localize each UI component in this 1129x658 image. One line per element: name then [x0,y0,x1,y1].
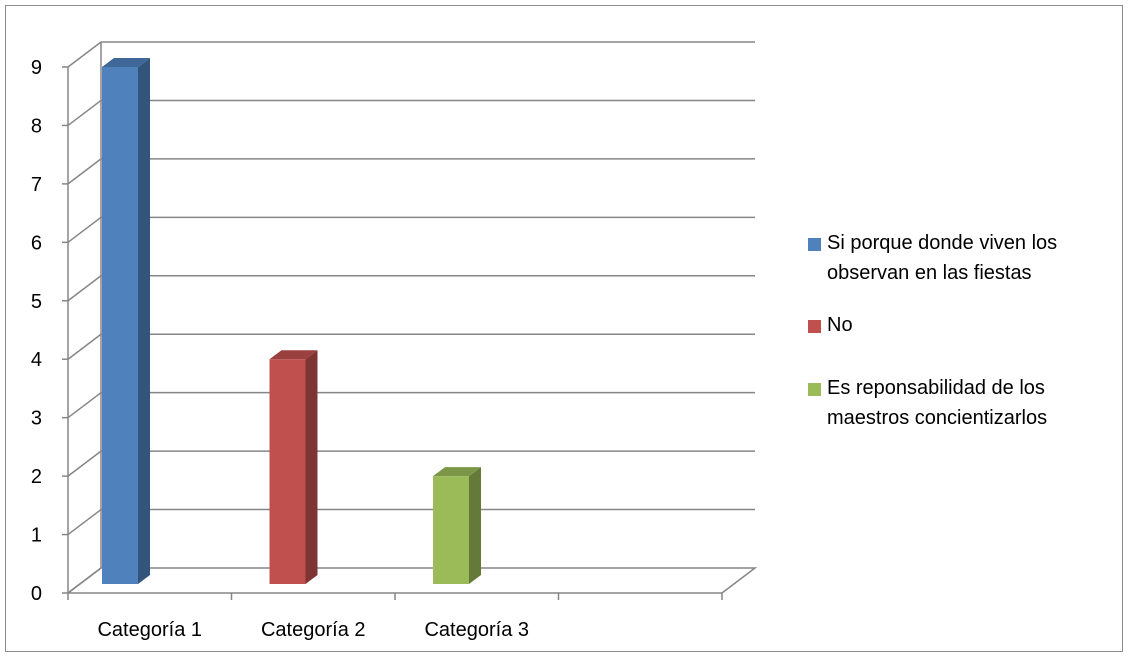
y-tick-label: 8 [31,115,42,137]
legend-label-series-1: Si porque donde viven los observan en la… [827,232,1058,284]
y-tick-label: 0 [31,583,42,605]
side-gridline [67,333,102,360]
bar-side [469,467,481,584]
bar-2 [269,350,318,584]
legend-swatch-series-3 [808,383,821,396]
floor-outline [67,567,758,594]
legend-item-series-1: Si porque donde viven los observan en la… [808,228,1108,288]
chart-frame [5,5,1123,652]
axes [62,42,758,600]
side-gridline [67,450,102,477]
legend-swatch-series-2 [808,320,821,333]
x-tick-labels: Categoría 1 Categoría 2 Categoría 3 [97,619,529,641]
bar-side [138,58,150,584]
bar-top [269,350,318,360]
x-tick-label: Categoría 2 [261,619,366,641]
gridlines [67,41,755,594]
y-tick-label: 6 [31,232,42,254]
legend-item-series-2: No [808,310,1108,340]
y-tick-label: 1 [31,525,42,547]
legend: Si porque donde viven los observan en la… [808,228,1108,433]
bar-front [433,476,469,584]
bars [102,58,481,584]
y-tick-label: 9 [31,57,42,79]
x-tick-label: Categoría 1 [97,619,202,641]
side-gridline [67,275,102,302]
y-tick-labels: 0 1 2 3 4 5 6 7 8 9 [31,57,42,605]
side-gridline [67,158,102,185]
bar-3 [433,467,481,584]
y-tick-label: 5 [31,291,42,313]
y-tick-label: 2 [31,466,42,488]
side-gridline [67,99,102,127]
bar-1 [102,58,150,584]
y-tick-label: 4 [31,349,42,371]
legend-label-series-3: Es reponsabilidad de los maestros concie… [827,377,1048,429]
legend-label-series-2: No [827,314,853,336]
bar-front [102,67,138,584]
bar-top [433,467,481,477]
y-tick-label: 7 [31,174,42,196]
side-gridline [67,41,102,68]
x-tick-label: Categoría 3 [424,619,529,641]
legend-swatch-series-1 [808,238,821,251]
bar-side [305,350,318,584]
bar-top [102,58,150,67]
side-gridline [67,508,102,536]
side-gridline [67,392,102,419]
y-tick-label: 3 [31,408,42,430]
bar-front [269,359,306,584]
legend-item-series-3: Es reponsabilidad de los maestros concie… [808,373,1108,433]
side-gridline [67,216,102,243]
